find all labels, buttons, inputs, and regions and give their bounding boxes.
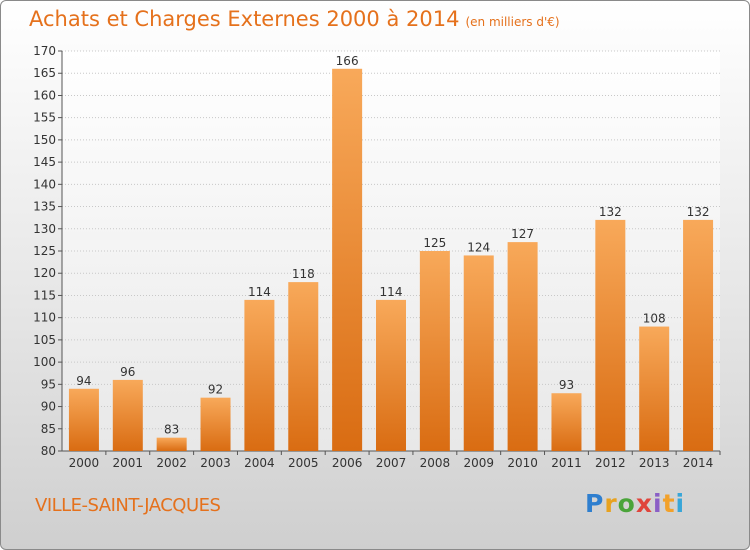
chart-title: Achats et Charges Externes 2000 à 2014 (e… [29, 7, 560, 31]
bar-value-label: 132 [599, 205, 622, 219]
y-tick-label: 150 [33, 133, 56, 147]
bar [419, 251, 450, 451]
y-tick-label: 100 [33, 355, 56, 369]
bar-value-label: 83 [164, 423, 179, 437]
logo-letter: i [653, 489, 663, 518]
x-tick-label: 2012 [595, 456, 626, 470]
x-tick-label: 2014 [683, 456, 714, 470]
logo-letter: x [635, 489, 653, 518]
bar-value-label: 96 [120, 365, 135, 379]
bar-value-label: 93 [559, 378, 574, 392]
y-tick-label: 165 [33, 66, 56, 80]
x-tick-label: 2006 [332, 456, 363, 470]
y-tick-label: 170 [33, 44, 56, 58]
y-tick-label: 115 [33, 288, 56, 302]
logo-letter: o [617, 489, 636, 518]
y-tick-label: 130 [33, 222, 56, 236]
y-tick-label: 135 [33, 200, 56, 214]
bar [507, 242, 538, 451]
commune-name: VILLE-SAINT-JACQUES [35, 495, 221, 516]
y-tick-label: 105 [33, 333, 56, 347]
bar [463, 255, 494, 451]
bar [639, 326, 670, 451]
y-tick-label: 110 [33, 311, 56, 325]
y-tick-label: 155 [33, 111, 56, 125]
bar [68, 388, 99, 451]
chart-unit: (en milliers d'€) [465, 15, 560, 29]
x-tick-label: 2003 [200, 456, 231, 470]
bar-value-label: 94 [76, 374, 91, 388]
x-tick-label: 2008 [420, 456, 451, 470]
bar-value-label: 127 [511, 227, 534, 241]
bar [244, 299, 275, 451]
y-tick-label: 85 [41, 422, 56, 436]
x-tick-label: 2000 [69, 456, 100, 470]
bar-value-label: 166 [336, 54, 359, 68]
bar-value-label: 92 [208, 383, 223, 397]
x-tick-label: 2013 [639, 456, 670, 470]
y-tick-label: 125 [33, 244, 56, 258]
bar [156, 437, 187, 451]
bar [376, 299, 406, 451]
x-tick-label: 2004 [244, 456, 275, 470]
bar-value-label: 132 [687, 205, 710, 219]
proxiti-logo: Proxiti [585, 489, 685, 518]
bar [112, 379, 143, 451]
y-tick-label: 140 [33, 177, 56, 191]
chart-title-text: Achats et Charges Externes 2000 à 2014 [29, 7, 460, 31]
x-tick-label: 2007 [376, 456, 407, 470]
bar [332, 68, 363, 452]
y-tick-label: 120 [33, 266, 56, 280]
bar-value-label: 108 [643, 312, 666, 326]
x-tick-label: 2002 [156, 456, 187, 470]
y-tick-label: 80 [41, 444, 56, 458]
bar [288, 282, 319, 451]
bar-value-label: 118 [292, 267, 315, 281]
bar [551, 393, 582, 451]
logo-letter: t [662, 489, 676, 518]
logo-letter: P [585, 489, 605, 518]
logo-letter: r [604, 489, 618, 518]
y-tick-label: 145 [33, 155, 56, 169]
x-tick-label: 2010 [507, 456, 538, 470]
bar-value-label: 114 [248, 285, 271, 299]
x-tick-label: 2005 [288, 456, 319, 470]
x-tick-label: 2011 [551, 456, 582, 470]
bar-value-label: 114 [380, 285, 403, 299]
y-tick-label: 90 [41, 400, 56, 414]
x-tick-label: 2009 [463, 456, 494, 470]
bar [595, 219, 626, 451]
bar-value-label: 125 [423, 236, 446, 250]
logo-letter: i [675, 489, 686, 518]
bar [683, 219, 714, 451]
y-tick-label: 160 [33, 88, 56, 102]
x-tick-label: 2001 [113, 456, 144, 470]
y-tick-label: 95 [41, 377, 56, 391]
bar-value-label: 124 [467, 240, 490, 254]
bar [200, 397, 231, 451]
